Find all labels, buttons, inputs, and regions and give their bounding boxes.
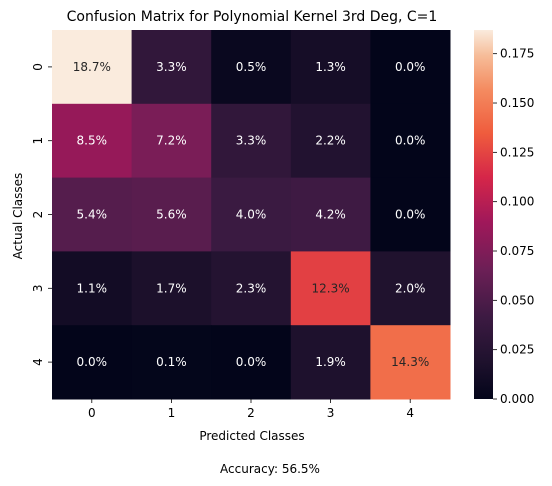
cell-label-3-3: 12.3% <box>312 281 350 295</box>
x-axis-label: Predicted Classes <box>199 429 304 443</box>
cell-label-3-1: 1.7% <box>156 281 187 295</box>
heatmap-cells: 18.7% 3.3% 0.5% 1.3% 0.0% 8.5% 7.2% 3.3% 2.2% 0.0… <box>52 30 451 400</box>
heatmap-cell-3-4 <box>370 251 451 326</box>
cell-label-2-1: 5.6% <box>156 208 187 222</box>
cell-label-0-4: 0.0% <box>395 60 426 74</box>
cell-label-2-4: 0.0% <box>395 208 426 222</box>
cell-label-0-2: 0.5% <box>236 60 267 74</box>
heatmap-cell-1-1 <box>131 103 212 179</box>
heatmap-cell-1-0 <box>52 103 133 179</box>
cell-label-2-2: 4.0% <box>236 208 267 222</box>
chart-title: Confusion Matrix for Polynomial Kernel 3… <box>67 9 438 25</box>
colorbar-tick-label-5: 0.125 <box>500 145 534 159</box>
cell-label-4-1: 0.1% <box>156 355 187 369</box>
heatmap-cell-2-4 <box>370 177 451 252</box>
heatmap-cell-3-1 <box>131 251 212 326</box>
colorbar-tick-label-1: 0.025 <box>500 343 534 357</box>
cell-label-0-1: 3.3% <box>156 60 187 74</box>
colorbar <box>474 30 493 399</box>
cell-label-2-0: 5.4% <box>77 208 108 222</box>
y-tick-label-0: 0 <box>31 63 45 71</box>
heatmap-cell-3-3 <box>290 251 371 326</box>
x-tick-label-2: 2 <box>247 406 255 420</box>
heatmap-cell-4-2 <box>211 325 292 400</box>
heatmap-cell-2-3 <box>290 177 371 252</box>
heatmap-cell-4-1 <box>131 325 212 400</box>
heatmap-cell-4-4 <box>370 325 451 400</box>
colorbar-tick-label-0: 0.000 <box>500 392 534 406</box>
cell-label-1-3: 2.2% <box>315 134 346 148</box>
colorbar-tick-label-4: 0.100 <box>500 195 534 209</box>
heatmap-cell-0-1 <box>131 30 212 105</box>
cell-label-0-0: 18.7% <box>73 60 111 74</box>
colorbar-ticks: 0.000 0.025 0.050 0.075 0.100 0.125 0.150 0.175 <box>493 47 534 406</box>
y-tick-label-1: 1 <box>31 137 45 145</box>
cell-label-4-0: 0.0% <box>77 355 108 369</box>
heatmap-cell-0-2 <box>211 30 292 105</box>
y-axis-label: Actual Classes <box>11 173 25 260</box>
x-tick-label-3: 3 <box>327 406 335 420</box>
cell-label-3-4: 2.0% <box>395 281 426 295</box>
y-tick-label-3: 3 <box>31 284 45 292</box>
cell-label-4-4: 14.3% <box>391 355 429 369</box>
heatmap-cell-0-0 <box>52 30 133 105</box>
heatmap-cell-3-0 <box>52 251 133 326</box>
colorbar-tick-label-2: 0.050 <box>500 293 534 307</box>
x-axis-ticks: 0 1 2 3 4 <box>88 399 414 420</box>
cell-label-4-3: 1.9% <box>315 355 346 369</box>
heatmap-cell-2-0 <box>52 177 133 252</box>
heatmap-cell-2-2 <box>211 177 292 252</box>
cell-label-1-4: 0.0% <box>395 134 426 148</box>
accuracy-footer: Accuracy: 56.5% <box>220 462 320 476</box>
colorbar-tick-label-3: 0.075 <box>500 244 534 258</box>
cell-label-3-0: 1.1% <box>77 281 108 295</box>
cell-label-1-2: 3.3% <box>236 134 267 148</box>
heatmap-cell-2-1 <box>131 177 212 252</box>
heatmap-cell-1-3 <box>290 103 371 179</box>
heatmap-cell-4-3 <box>290 325 371 400</box>
cell-label-2-3: 4.2% <box>315 208 346 222</box>
heatmap-cell-1-2 <box>211 103 292 179</box>
heatmap-cell-0-4 <box>370 30 451 105</box>
y-axis-ticks: 0 1 2 3 4 <box>31 63 52 366</box>
heatmap-cell-4-0 <box>52 325 133 400</box>
cell-label-0-3: 1.3% <box>315 60 346 74</box>
heatmap-cell-0-3 <box>290 30 371 105</box>
y-tick-label-2: 2 <box>31 211 45 219</box>
colorbar-tick-label-7: 0.175 <box>500 47 534 61</box>
heatmap-cell-1-4 <box>370 103 451 179</box>
x-tick-label-4: 4 <box>406 406 414 420</box>
cell-label-1-1: 7.2% <box>156 134 187 148</box>
colorbar-tick-label-6: 0.150 <box>500 96 534 110</box>
x-tick-label-0: 0 <box>88 406 96 420</box>
x-tick-label-1: 1 <box>168 406 176 420</box>
cell-label-1-0: 8.5% <box>77 134 108 148</box>
cell-label-3-2: 2.3% <box>236 281 267 295</box>
cell-label-4-2: 0.0% <box>236 355 267 369</box>
heatmap-cell-3-2 <box>211 251 292 326</box>
y-tick-label-4: 4 <box>31 358 45 366</box>
